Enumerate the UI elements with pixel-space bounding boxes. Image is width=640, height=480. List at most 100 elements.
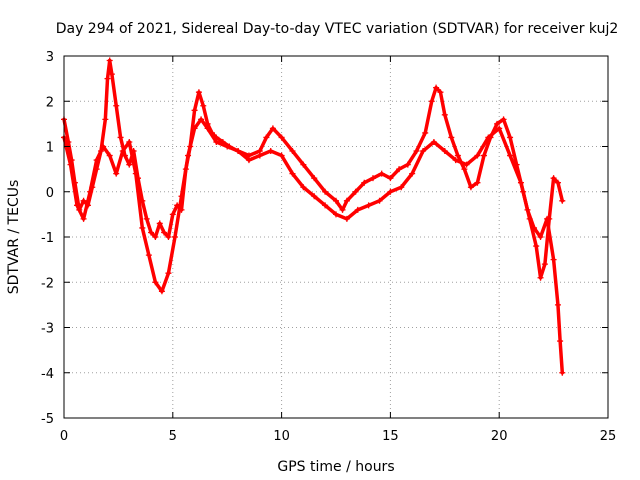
x-tick-label: 25	[600, 429, 617, 444]
data-trace-segment	[345, 208, 360, 221]
data-trace-segment	[225, 144, 240, 153]
x-tick-label: 0	[60, 429, 68, 444]
data-trace-segment	[545, 217, 556, 262]
data-trace-segment	[81, 190, 92, 221]
data-trace-segment	[388, 185, 404, 194]
data-trace-segment	[534, 244, 543, 280]
data-trace-segment	[127, 140, 138, 176]
data-trace-segment	[438, 90, 447, 117]
data-trace-segment	[173, 194, 184, 239]
data-trace-segment	[140, 199, 149, 221]
data-trace-segment	[166, 212, 175, 239]
data-trace-segment	[197, 90, 206, 108]
data-trace-segment	[68, 162, 79, 208]
data-trace-segment	[334, 212, 349, 221]
data-trace-segment	[166, 235, 177, 275]
data-trace-segment	[475, 135, 491, 158]
data-trace-segment	[453, 158, 469, 167]
y-tick-label: -5	[41, 412, 54, 427]
y-axis-label: SDTVAR / TECUs	[6, 180, 22, 295]
data-trace-segment	[88, 158, 99, 194]
data-trace-segment	[258, 135, 269, 153]
data-trace-segment	[140, 226, 151, 257]
axis-ticks: 0 5 10 15 20 25 -5 -4 -3 -2 -1 0 1 2 3	[41, 50, 616, 444]
data-trace-segment	[107, 153, 118, 176]
data-trace-segment	[508, 153, 523, 185]
data-trace-segment	[432, 140, 447, 153]
data-trace-segment	[558, 339, 565, 375]
grid	[64, 56, 608, 418]
data-trace-segment	[429, 85, 438, 103]
data-trace-segment	[201, 104, 210, 126]
data-trace-segment	[366, 199, 382, 208]
data-trace-segment	[449, 135, 460, 158]
data-trace-segment	[192, 117, 203, 131]
data-trace-segment	[290, 149, 306, 167]
data-trace-segment	[551, 257, 560, 307]
data-trace-segment	[279, 153, 295, 176]
data-trace-segment	[258, 149, 273, 158]
data-trace-segment	[118, 135, 127, 158]
data-trace-segment	[482, 135, 493, 158]
x-tick-label: 10	[273, 429, 290, 444]
x-axis-label: GPS time / hours	[277, 459, 394, 475]
data-trace-segment	[186, 126, 197, 158]
data-trace-segment	[377, 190, 393, 203]
data-trace-segment	[547, 176, 556, 221]
data-trace-segment	[94, 144, 105, 162]
y-tick-label: -2	[41, 276, 54, 291]
data-trace-segment	[323, 190, 338, 203]
data-trace-segment	[345, 190, 358, 203]
data-trace-segment	[323, 203, 338, 217]
data-trace-segment	[312, 176, 327, 194]
data-trace-segment	[271, 126, 284, 140]
x-tick-label: 20	[491, 429, 508, 444]
data-trace-segment	[236, 149, 251, 162]
data-trace-segment	[556, 180, 565, 203]
data-trace-segment	[103, 76, 110, 122]
data-trace-segment	[353, 180, 367, 194]
data-trace-segment	[199, 117, 210, 131]
data-trace-segment	[62, 117, 71, 144]
data-trace-segment	[519, 180, 530, 212]
data-trace-segment	[147, 253, 158, 284]
data-trace-segment	[264, 126, 275, 140]
data-trace-segment	[406, 149, 419, 167]
data-trace-segment	[410, 149, 425, 176]
data-trace-segment	[301, 185, 316, 199]
data-trace-segment	[268, 149, 284, 158]
data-trace-segment	[205, 126, 219, 144]
data-trace-segment	[556, 303, 562, 343]
data-trace-segment	[486, 126, 501, 140]
data-trace-segment	[423, 99, 434, 135]
data-point	[559, 197, 566, 204]
data-trace-segment	[279, 135, 295, 153]
y-tick-label: -1	[41, 231, 54, 246]
data-point	[559, 369, 566, 376]
data-trace-segment	[414, 131, 427, 153]
data-trace-segment	[134, 171, 145, 230]
data-trace-segment	[508, 135, 519, 167]
data-trace-segment	[443, 113, 454, 140]
series-track-b	[61, 116, 566, 376]
data-trace-segment	[464, 153, 480, 167]
data-trace-segment	[312, 194, 327, 208]
data-trace-segment	[538, 262, 547, 280]
y-tick-label: 0	[46, 186, 54, 201]
y-tick-label: -3	[41, 322, 54, 337]
y-tick-label: 3	[46, 50, 54, 65]
data-trace-segment	[114, 104, 123, 140]
data-trace-segment	[179, 153, 190, 199]
chart-title: Day 294 of 2021, Sidereal Day-to-day VTE…	[56, 21, 619, 37]
data-trace-segment	[399, 171, 414, 189]
data-trace-segment	[110, 72, 118, 108]
data-trace-segment	[301, 162, 316, 180]
data-trace-segment	[290, 171, 306, 189]
data-trace-segment	[247, 153, 262, 162]
data-trace-segment	[62, 135, 73, 167]
data-trace-segment	[475, 153, 486, 185]
plot-series	[61, 57, 566, 376]
y-tick-label: 2	[46, 95, 54, 110]
